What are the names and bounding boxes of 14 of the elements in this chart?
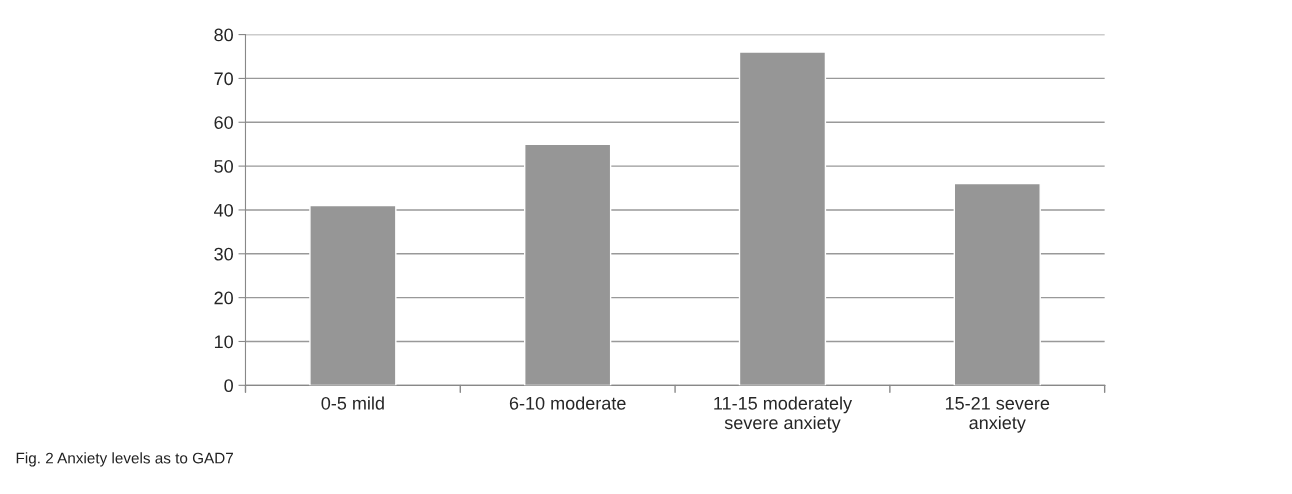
y-tick-label: 20 xyxy=(214,291,233,305)
x-tick-label: 11-15 moderately severe anxiety xyxy=(714,396,853,433)
y-tick-label: 60 xyxy=(214,116,233,129)
y-tick-label: 30 xyxy=(214,247,233,261)
y-tick-label: 0 xyxy=(224,379,233,393)
x-tick-label: 0-5 mild xyxy=(321,396,384,410)
y-tick-label: 10 xyxy=(214,335,233,349)
y-tick-label: 80 xyxy=(214,28,233,42)
y-tick-label: 50 xyxy=(214,160,233,173)
y-tick-label: 40 xyxy=(214,203,233,217)
caption: Fig. 2 Anxiety levels as to GAD7 xyxy=(16,452,233,467)
y-tick-label: 70 xyxy=(214,72,233,86)
x-tick-label: 15-21 severe anxiety xyxy=(945,396,1050,433)
x-tick-label: 6-10 moderate xyxy=(509,396,626,410)
